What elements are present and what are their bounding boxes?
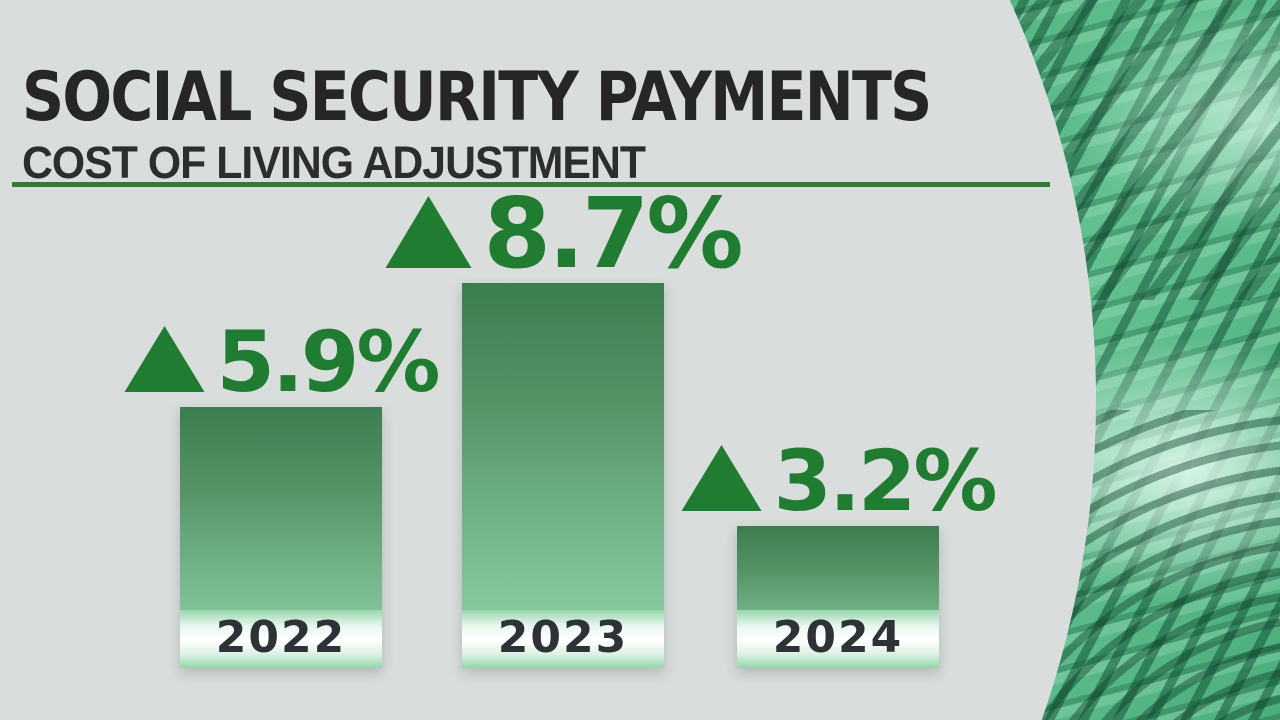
value-label-2024: 3.2% [681, 432, 998, 531]
year-label: 2024 [772, 611, 904, 663]
year-label: 2023 [497, 611, 629, 663]
value-label-2023: 8.7% [385, 177, 744, 291]
page-subtitle: COST OF LIVING ADJUSTMENT [22, 137, 646, 188]
year-band-2022: 2022 [180, 610, 382, 668]
year-label: 2022 [215, 611, 347, 663]
bar-2023: 2023 [462, 283, 664, 668]
page-title: SOCIAL SECURITY PAYMENTS [22, 58, 932, 137]
bar-2024: 2024 [737, 526, 939, 668]
year-band-2024: 2024 [737, 610, 939, 668]
bar-2022: 2022 [180, 407, 382, 668]
bar-group-2023: 8.7% 2023 [385, 185, 744, 668]
title-underline-divider [12, 182, 1050, 187]
value-text: 5.9% [216, 313, 441, 412]
year-band-2023: 2023 [462, 610, 664, 668]
value-text: 8.7% [483, 177, 743, 291]
up-arrow-icon [385, 196, 472, 268]
up-arrow-icon [681, 445, 762, 511]
header: SOCIAL SECURITY PAYMENTS COST OF LIVING … [22, 58, 1078, 188]
bar-group-2022: 5.9% 2022 [124, 320, 440, 668]
bar-group-2024: 3.2% 2024 [681, 439, 997, 668]
value-label-2022: 5.9% [124, 313, 441, 412]
up-arrow-icon [124, 326, 205, 392]
value-text: 3.2% [773, 432, 998, 531]
